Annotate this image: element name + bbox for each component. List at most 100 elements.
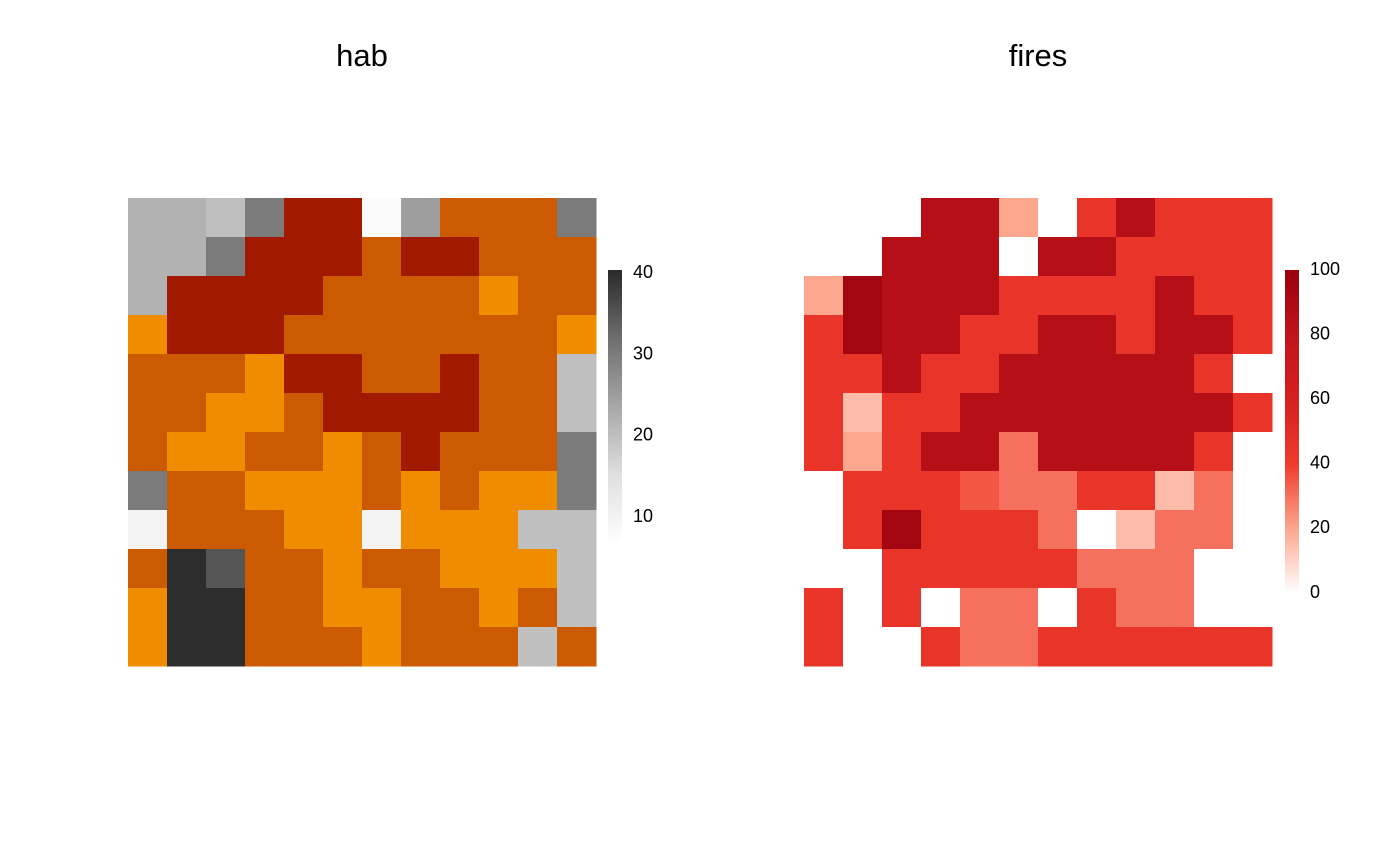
raster-cell [1038, 588, 1078, 628]
raster-cell [1233, 432, 1273, 472]
overlay-cell [284, 588, 324, 628]
overlay-cell [440, 471, 480, 511]
raster-cell [1116, 276, 1156, 316]
raster-cell [1077, 354, 1117, 394]
colorbar [1285, 270, 1299, 593]
raster-cell [1077, 393, 1117, 433]
raster-cell [843, 393, 883, 433]
raster-cell [1038, 315, 1078, 355]
overlay-cell [245, 276, 285, 316]
overlay-cell [518, 276, 558, 316]
overlay-cell [479, 588, 519, 628]
raster-cell [804, 354, 844, 394]
raster-cell [882, 276, 922, 316]
raster-cell [401, 198, 441, 238]
raster-cell [843, 354, 883, 394]
raster-cell [1116, 627, 1156, 667]
raster-cell [1155, 588, 1195, 628]
raster-cell [921, 315, 961, 355]
overlay-cell [245, 588, 285, 628]
raster-cell [843, 276, 883, 316]
raster-cell [999, 471, 1039, 511]
raster-cell [804, 237, 844, 277]
raster-cell [960, 549, 1000, 589]
overlay-cell [245, 237, 285, 277]
raster-cell [128, 276, 168, 316]
overlay-cell [401, 393, 441, 433]
overlay-cell [128, 549, 168, 589]
raster-cell [557, 354, 597, 394]
overlay-cell [362, 315, 402, 355]
colorbar-tick-label: 30 [633, 343, 653, 363]
raster-cell [1233, 471, 1273, 511]
raster-cell [557, 588, 597, 628]
raster-cell [960, 588, 1000, 628]
raster-cell [1116, 510, 1156, 550]
colorbar [608, 270, 622, 545]
overlay-cell [284, 198, 324, 238]
raster-cell [1233, 393, 1273, 433]
raster-cell [1155, 471, 1195, 511]
raster-cell [557, 510, 597, 550]
raster-cell [882, 354, 922, 394]
raster-cell [362, 510, 402, 550]
raster-cell [1233, 510, 1273, 550]
raster-cell [843, 549, 883, 589]
overlay-cell [479, 432, 519, 472]
overlay-cell [206, 393, 246, 433]
colorbar-tick-label: 60 [1310, 388, 1330, 408]
overlay-cell [440, 315, 480, 355]
raster-cell [1155, 237, 1195, 277]
overlay-cell [518, 549, 558, 589]
raster-cell [804, 627, 844, 667]
raster-cell [1116, 354, 1156, 394]
raster-cell [1116, 471, 1156, 511]
raster-cell [960, 393, 1000, 433]
raster-cell [843, 588, 883, 628]
raster-cell [1194, 510, 1234, 550]
overlay-cell [362, 627, 402, 667]
overlay-cell [284, 627, 324, 667]
overlay-cell [401, 588, 441, 628]
overlay-cell [440, 237, 480, 277]
overlay-cell [245, 432, 285, 472]
overlay-cell [128, 627, 168, 667]
raster-cell [960, 354, 1000, 394]
raster-cell [1194, 627, 1234, 667]
overlay-cell [284, 276, 324, 316]
raster-cell [206, 198, 246, 238]
raster-cell [843, 237, 883, 277]
raster-cell [557, 393, 597, 433]
overlay-cell [401, 237, 441, 277]
raster-cell [999, 510, 1039, 550]
raster-cell [1155, 276, 1195, 316]
raster-cell [882, 471, 922, 511]
raster-cell [1077, 588, 1117, 628]
raster-cell [960, 198, 1000, 238]
overlay-cell [323, 276, 363, 316]
overlay-cell [323, 315, 363, 355]
raster-cell [804, 510, 844, 550]
overlay-cell [362, 549, 402, 589]
overlay-cell [479, 198, 519, 238]
overlay-cell [128, 393, 168, 433]
raster-cell [921, 588, 961, 628]
overlay-cell [323, 237, 363, 277]
overlay-cell [362, 276, 402, 316]
overlay-cell [440, 510, 480, 550]
overlay-cell [518, 432, 558, 472]
raster-cell [882, 393, 922, 433]
raster-cell [167, 627, 207, 667]
raster-cell [1194, 432, 1234, 472]
raster-cell [1194, 198, 1234, 238]
raster-cell [1155, 627, 1195, 667]
overlay-cell [557, 276, 597, 316]
raster-cell [128, 510, 168, 550]
overlay-cell [401, 432, 441, 472]
overlay-cell [362, 588, 402, 628]
overlay-cell [245, 315, 285, 355]
overlay-cell [323, 510, 363, 550]
raster-cell [206, 627, 246, 667]
raster-cell [921, 432, 961, 472]
